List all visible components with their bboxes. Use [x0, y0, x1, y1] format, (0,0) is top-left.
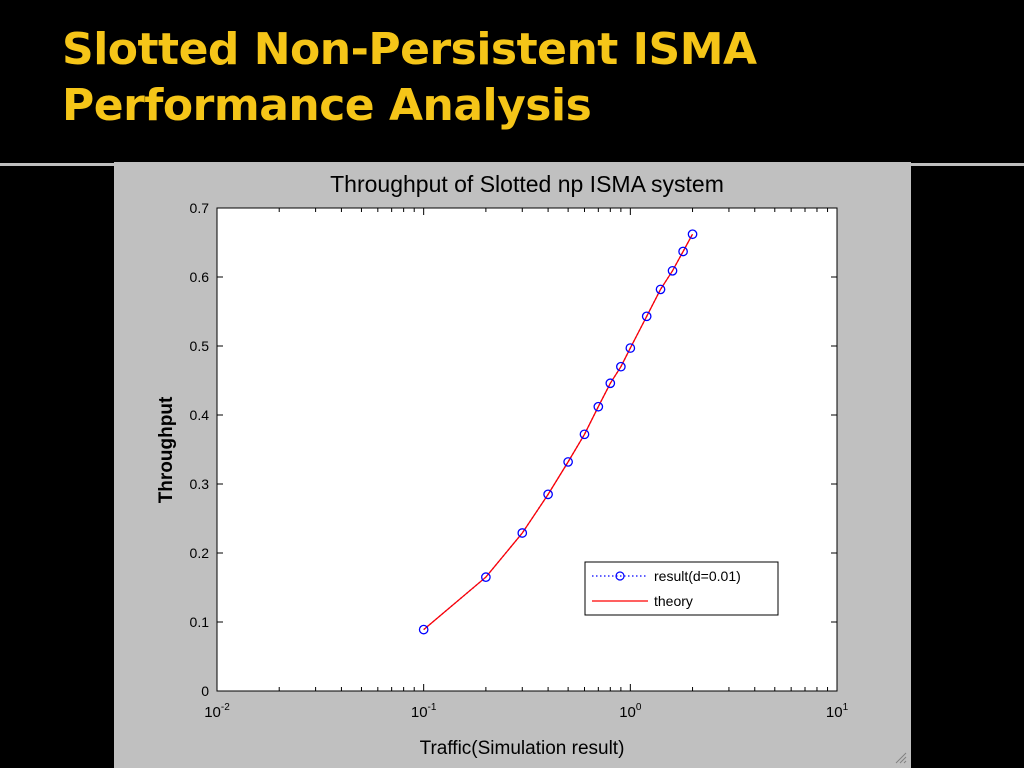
result-data-point	[593, 401, 604, 412]
x-tick-label: 101	[826, 702, 849, 721]
result-data-point	[563, 457, 573, 467]
y-tick-label: 0.3	[190, 476, 210, 492]
y-tick-label: 0	[201, 683, 209, 699]
result-data-point	[655, 284, 666, 295]
y-tick-label: 0.6	[190, 269, 210, 285]
result-data-point	[418, 624, 429, 635]
x-tick-label: 10-2	[204, 702, 230, 721]
y-tick-label: 0.7	[190, 200, 210, 216]
x-tick-label: 100	[619, 702, 642, 721]
chart-title: Throughput of Slotted np ISMA system	[330, 171, 724, 197]
legend-result-label: result(d=0.01)	[654, 568, 741, 584]
x-tick-label: 10-1	[411, 702, 437, 721]
result-data-point	[616, 361, 626, 372]
y-tick-label: 0.1	[190, 614, 210, 630]
result-data-point	[687, 229, 698, 240]
plot-area	[216, 207, 838, 692]
result-data-point	[641, 311, 652, 322]
result-data-point	[625, 343, 636, 353]
legend-result-marker	[615, 571, 625, 581]
y-axis-label: Throughput	[156, 396, 177, 503]
legend-box	[584, 561, 779, 616]
slide-title: Slotted Non-Persistent ISMA Performance …	[62, 22, 962, 134]
legend-theory-label: theory	[654, 593, 693, 609]
theory-series-line	[423, 233, 694, 631]
y-tick-label: 0.4	[190, 407, 210, 423]
result-data-point	[605, 378, 616, 389]
figure-window: Throughput of Slotted np ISMA system Tra…	[114, 162, 911, 768]
slide-title-line-2: Performance Analysis	[62, 80, 592, 131]
y-tick-label: 0.5	[190, 338, 210, 354]
result-data-point	[517, 528, 528, 538]
legend: result(d=0.01) theory	[584, 561, 779, 616]
result-data-point	[543, 489, 553, 500]
result-data-point	[579, 429, 590, 440]
axes-layer: 0 0.1 0.2 0.3 0.4 0.5 0.6 0.7 10-2 10-1 100 101	[190, 200, 849, 721]
result-data-point	[667, 265, 678, 276]
throughput-chart: Throughput of Slotted np ISMA system Tra…	[156, 171, 849, 759]
result-data-point	[481, 572, 491, 582]
y-tick-label: 0.2	[190, 545, 210, 561]
result-data-point	[678, 246, 688, 257]
x-axis-label: Traffic(Simulation result)	[420, 738, 625, 759]
resize-grip-icon[interactable]	[895, 752, 907, 764]
slide-title-line-1: Slotted Non-Persistent ISMA	[62, 24, 757, 75]
series-layer	[418, 229, 698, 635]
